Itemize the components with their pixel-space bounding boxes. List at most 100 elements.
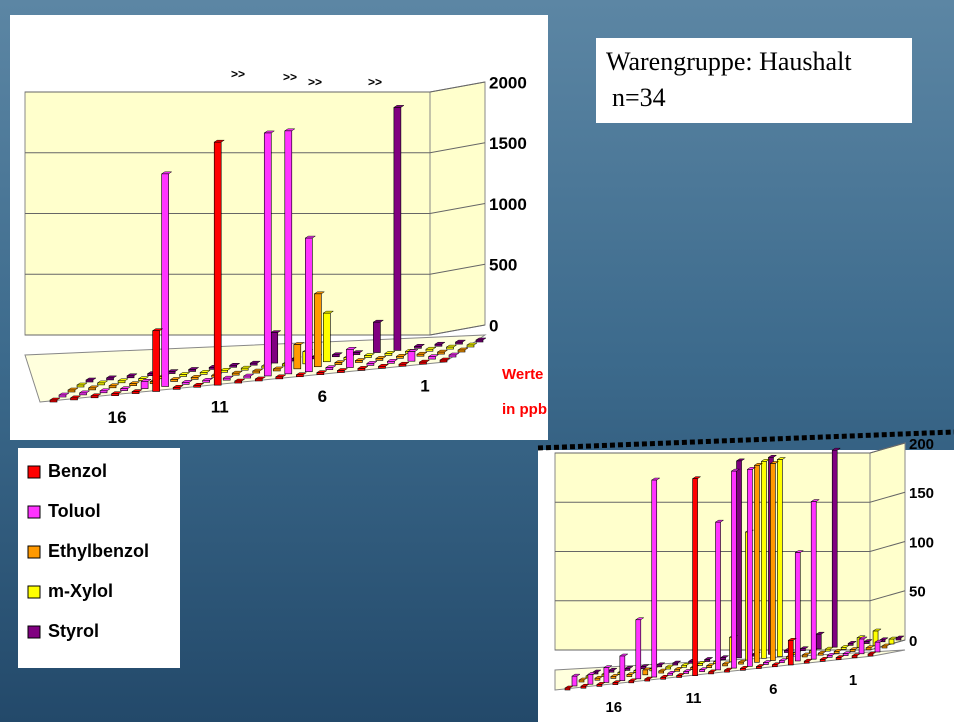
- y-tick-label: 150: [909, 485, 934, 502]
- bar: [90, 395, 99, 399]
- bar: [831, 449, 838, 648]
- legend-swatch: [27, 585, 41, 599]
- bar: [888, 638, 895, 645]
- bar: [240, 367, 249, 371]
- bar: [202, 379, 210, 383]
- bar: [608, 669, 615, 673]
- bar: [364, 355, 372, 358]
- x-tick-label: 1: [420, 376, 429, 395]
- bar: [770, 463, 776, 661]
- bar: [801, 654, 808, 658]
- legend-swatch: [27, 505, 41, 519]
- y-tick-label: 1000: [489, 195, 527, 214]
- bar: [296, 374, 304, 378]
- bar: [455, 341, 463, 345]
- bar: [867, 653, 874, 657]
- bar: [126, 375, 135, 379]
- bar: [761, 461, 767, 659]
- subtitle: n=34: [612, 83, 666, 112]
- bar: [152, 330, 160, 392]
- bar: [756, 666, 762, 669]
- title-box: [596, 38, 912, 123]
- bar: [357, 368, 366, 371]
- bar: [305, 237, 313, 373]
- bar: [416, 353, 425, 357]
- bar: [222, 377, 231, 381]
- bar: [851, 655, 858, 659]
- bar: [603, 667, 610, 683]
- x-tick-label: 6: [318, 387, 327, 406]
- bar: [414, 346, 422, 349]
- bar: [571, 675, 578, 687]
- bar: [393, 107, 402, 351]
- bar: [667, 672, 673, 676]
- bar: [747, 469, 753, 667]
- bar: [384, 353, 393, 356]
- bar: [580, 685, 587, 689]
- bar: [466, 344, 475, 348]
- y-tick-label: 0: [489, 316, 498, 335]
- bar: [193, 384, 201, 388]
- bar: [681, 664, 687, 668]
- grid-line: [555, 590, 906, 602]
- bar: [674, 668, 680, 672]
- bar: [275, 376, 284, 380]
- annotation: >>: [308, 75, 322, 89]
- bar: [434, 343, 443, 347]
- bar: [849, 649, 856, 652]
- grid-line: [25, 142, 486, 154]
- bar: [619, 655, 626, 681]
- bar: [161, 173, 169, 387]
- bar: [243, 375, 252, 379]
- bar: [881, 645, 888, 649]
- bar: [865, 647, 872, 651]
- y-tick-label: 100: [909, 534, 934, 551]
- y-tick-label: 0: [909, 633, 917, 650]
- bar: [644, 678, 651, 682]
- x-tick-label: 11: [211, 398, 229, 417]
- bar: [578, 679, 585, 683]
- y-tick-label: 200: [909, 436, 934, 453]
- bar: [284, 130, 293, 375]
- axis-label: in ppb: [502, 401, 547, 418]
- bar: [334, 362, 343, 365]
- x-tick-label: 6: [769, 681, 777, 698]
- bar: [722, 663, 728, 667]
- bar: [49, 399, 58, 403]
- x-tick-label: 16: [108, 408, 127, 427]
- bar: [683, 671, 689, 674]
- bar: [635, 619, 642, 680]
- x-tick-label: 1: [849, 672, 857, 689]
- bar: [428, 356, 436, 360]
- annotation: >>: [368, 75, 382, 89]
- bar: [229, 364, 237, 368]
- bar: [763, 662, 769, 665]
- bar: [772, 664, 778, 668]
- legend-label: m-Xylol: [48, 581, 113, 601]
- legend-label: Styrol: [48, 621, 99, 641]
- bar: [120, 388, 128, 391]
- bar: [610, 676, 617, 679]
- bar: [140, 380, 149, 389]
- bar: [824, 648, 831, 652]
- bar: [190, 377, 199, 380]
- bar: [129, 383, 137, 386]
- bar: [842, 653, 849, 656]
- bar: [697, 663, 703, 666]
- bar: [316, 372, 325, 375]
- bar: [628, 680, 635, 684]
- bar: [375, 358, 384, 361]
- bar: [740, 668, 746, 671]
- bar: [706, 665, 712, 668]
- bar: [272, 368, 281, 372]
- bar: [373, 321, 381, 353]
- bar: [715, 521, 721, 671]
- bar: [325, 367, 334, 370]
- legend-swatch: [27, 465, 41, 479]
- bar: [826, 655, 833, 658]
- bar: [624, 668, 631, 671]
- bar: [738, 661, 744, 665]
- bar: [234, 380, 243, 384]
